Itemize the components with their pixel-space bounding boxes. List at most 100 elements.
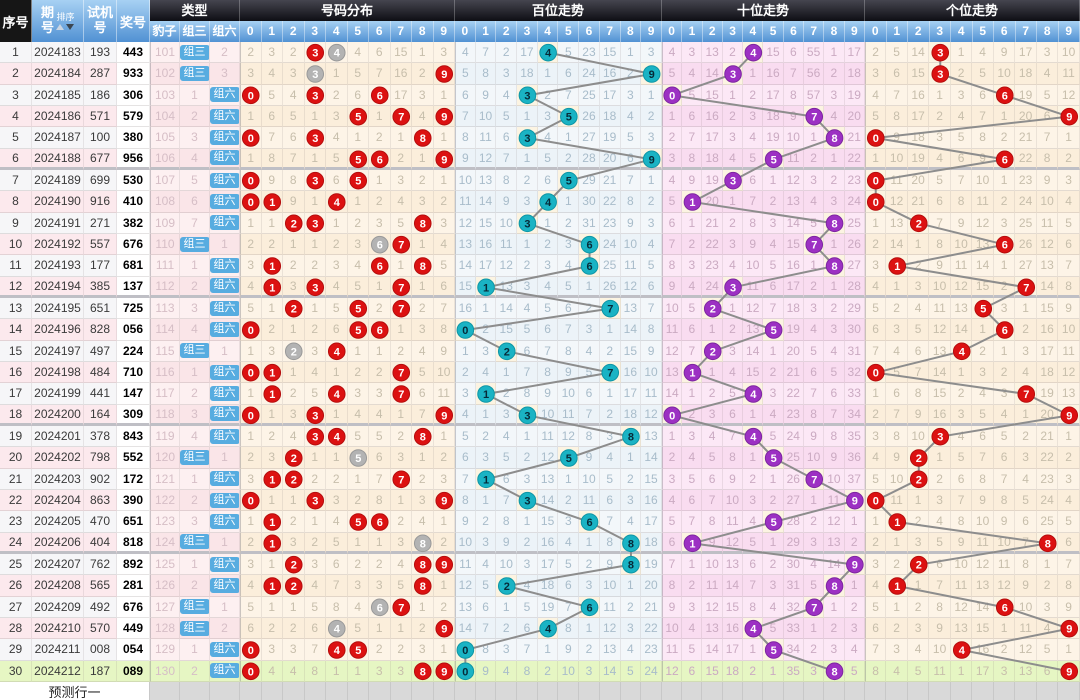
dist-miss-cell: 3 bbox=[390, 169, 412, 192]
sort-control[interactable]: 排序 bbox=[56, 12, 75, 30]
subheader-digit-7: 7 bbox=[390, 21, 412, 42]
dist-miss-cell: 6 bbox=[261, 105, 283, 128]
dist-miss-cell: 2 bbox=[283, 255, 305, 277]
bai-miss-cell: 10 bbox=[537, 404, 559, 426]
zuliu-cell-badge: 组六 bbox=[210, 321, 239, 337]
prize-number-cell: 681 bbox=[117, 255, 150, 277]
dist-hit-cell bbox=[412, 575, 434, 597]
bai-hit-cell bbox=[599, 361, 621, 384]
subheader-baozi: 豹子 bbox=[150, 21, 180, 42]
issue-cell: 2024203 bbox=[32, 468, 84, 490]
issue-cell: 2024186 bbox=[32, 105, 84, 128]
shi-miss-cell: 2 bbox=[844, 532, 865, 554]
shi-miss-cell: 8 bbox=[722, 447, 744, 469]
dist-miss-cell: 2 bbox=[390, 511, 412, 533]
subheader-digit-1: 1 bbox=[261, 21, 283, 42]
ge-miss-cell: 6 bbox=[929, 191, 951, 213]
ge-miss-cell: 7 bbox=[993, 468, 1016, 490]
shi-miss-cell: 3 bbox=[743, 489, 764, 512]
subheader-digit-9: 9 bbox=[433, 21, 455, 42]
ge-hit-cell bbox=[864, 361, 887, 384]
ge-miss-cell: 11 bbox=[950, 575, 973, 597]
baozi-miss-cell: 115 bbox=[150, 340, 180, 362]
ge-miss-cell: 8 bbox=[929, 233, 951, 256]
shi-miss-cell: 29 bbox=[783, 532, 804, 554]
ge-miss-cell: 3 bbox=[993, 212, 1016, 234]
bai-miss-cell: 5 bbox=[641, 255, 662, 277]
bai-miss-cell: 9 bbox=[558, 361, 580, 384]
shi-miss-cell: 10 bbox=[743, 255, 764, 277]
bai-miss-cell: 2 bbox=[537, 233, 559, 256]
zuliu-miss-cell: 1 bbox=[210, 447, 240, 469]
zusan-miss-cell: 3 bbox=[180, 297, 210, 320]
bai-miss-cell: 5 bbox=[455, 63, 476, 85]
ge-miss-cell: 9 bbox=[993, 511, 1016, 533]
bai-miss-cell: 11 bbox=[558, 404, 580, 426]
prize-number-cell: 380 bbox=[117, 127, 150, 149]
bai-hit-cell bbox=[475, 276, 497, 298]
dist-hit-cell bbox=[240, 361, 262, 384]
dist-miss-cell: 2 bbox=[412, 617, 434, 640]
dist-miss-cell: 5 bbox=[326, 148, 348, 170]
shi-miss-cell: 31 bbox=[844, 340, 865, 362]
shi-miss-cell: 4 bbox=[763, 233, 784, 256]
ge-miss-cell: 10 bbox=[886, 468, 908, 490]
dist-hit-cell bbox=[283, 553, 305, 576]
shi-miss-cell: 8 bbox=[661, 575, 683, 597]
dist-miss-cell: 1 bbox=[261, 596, 283, 618]
shi-miss-cell: 26 bbox=[844, 233, 865, 256]
dist-hit-cell bbox=[261, 276, 283, 298]
shi-miss-cell: 5 bbox=[661, 511, 683, 533]
seq-cell: 24 bbox=[0, 532, 32, 554]
dist-hit-cell bbox=[433, 63, 455, 85]
bai-miss-cell: 11 bbox=[579, 489, 600, 512]
ge-miss-cell: 1 bbox=[1015, 404, 1037, 426]
bai-miss-cell: 2 bbox=[496, 383, 518, 405]
dist-hit-cell bbox=[433, 404, 455, 426]
shi-miss-cell: 11 bbox=[783, 148, 804, 170]
shi-miss-cell: 3 bbox=[682, 596, 703, 618]
ge-miss-cell: 13 bbox=[886, 212, 908, 234]
header-units-title: 个位走势 bbox=[865, 0, 1080, 21]
shi-miss-cell: 2 bbox=[844, 596, 865, 618]
bai-miss-cell: 14 bbox=[599, 660, 621, 682]
dist-miss-cell: 3 bbox=[412, 639, 434, 661]
shi-hit-cell bbox=[763, 511, 784, 533]
dist-hit-cell bbox=[283, 575, 305, 597]
baozi-miss-cell: 110 bbox=[150, 233, 180, 256]
bai-miss-cell: 4 bbox=[558, 255, 580, 277]
bai-miss-cell: 25 bbox=[579, 84, 600, 106]
sort-asc-icon[interactable] bbox=[56, 23, 65, 30]
dist-miss-cell: 6 bbox=[283, 127, 305, 149]
draw-row: 14 2024196 828 056 114 4 组六 2 1 2 6 1 3 8 2 15 5 6 7 3 1 14 8 1… bbox=[0, 319, 1080, 341]
bai-miss-cell: 15 bbox=[455, 276, 476, 298]
bai-miss-cell: 7 bbox=[558, 319, 580, 341]
zusan-miss-cell: 4 bbox=[180, 425, 210, 448]
bai-miss-cell: 2 bbox=[599, 404, 621, 426]
bai-miss-cell: 2 bbox=[558, 148, 580, 170]
zuliu-miss-cell: 3 bbox=[210, 63, 240, 85]
sort-desc-icon[interactable] bbox=[66, 23, 75, 30]
shi-miss-cell: 4 bbox=[743, 127, 764, 149]
shi-miss-cell: 1 bbox=[824, 276, 845, 298]
dist-hit-cell bbox=[390, 233, 412, 256]
draw-row: 1 2024183 193 443 101 组三 2 2 3 2 4 6 15 1 3 4 7 2 17 5 23 15 1… bbox=[0, 42, 1080, 64]
shi-miss-cell: 19 bbox=[844, 84, 865, 106]
shi-miss-cell: 14 bbox=[661, 383, 683, 405]
ge-miss-cell: 3 bbox=[993, 383, 1016, 405]
issue-cell: 2024204 bbox=[32, 489, 84, 512]
bai-miss-cell: 2 bbox=[620, 63, 642, 85]
shi-miss-cell: 1 bbox=[722, 191, 744, 213]
ge-hit-cell bbox=[1058, 404, 1080, 426]
ge-miss-cell: 2 bbox=[864, 532, 887, 554]
ge-miss-cell: 12 bbox=[886, 191, 908, 213]
bai-miss-cell: 18 bbox=[517, 63, 538, 85]
ge-miss-cell: 3 bbox=[907, 617, 930, 640]
dist-miss-cell: 2 bbox=[433, 191, 455, 213]
shi-miss-cell: 1 bbox=[803, 489, 825, 512]
shi-miss-cell: 32 bbox=[844, 361, 865, 384]
subheader-digit-0: 0 bbox=[662, 21, 683, 42]
shi-miss-cell: 5 bbox=[682, 297, 703, 320]
ge-miss-cell: 2 bbox=[907, 255, 930, 277]
